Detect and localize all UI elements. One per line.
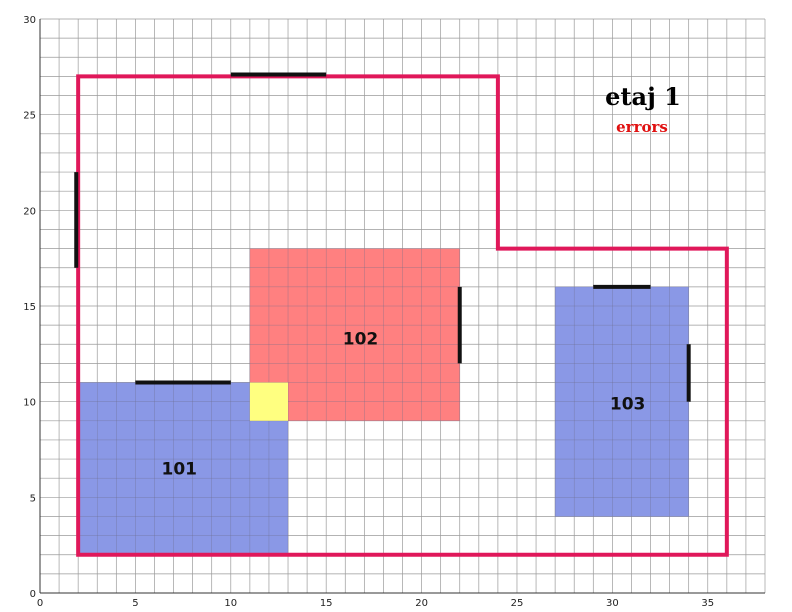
- doors: [74, 72, 691, 402]
- plan-title: etaj 1: [605, 82, 681, 111]
- x-tick-label: 30: [606, 598, 619, 609]
- y-tick-label: 5: [30, 493, 36, 504]
- overlaps: [249, 382, 289, 421]
- x-tick-label: 5: [132, 598, 138, 609]
- overlap-area: [249, 382, 289, 421]
- room-labels: 101 102 103: [162, 330, 646, 480]
- x-tick-label: 10: [224, 598, 237, 609]
- y-tick-label: 20: [23, 206, 36, 217]
- y-tick-label: 30: [23, 15, 36, 26]
- x-tick-label: 15: [320, 598, 333, 609]
- x-tick-label: 20: [415, 598, 428, 609]
- room-label-101: 101: [162, 460, 198, 480]
- room-label-102: 102: [343, 330, 379, 350]
- room-label-103: 103: [610, 395, 646, 415]
- errors-label: errors: [616, 118, 668, 136]
- x-tick-label: 25: [511, 598, 524, 609]
- x-tick-label: 35: [701, 598, 714, 609]
- y-tick-label: 10: [23, 398, 36, 409]
- exterior-wall: [76, 74, 729, 557]
- y-tick-label: 15: [23, 302, 36, 313]
- axes: 0 5 10 15 20 25 30 35 0 5 10 15 20 25 30: [23, 15, 765, 609]
- y-tick-label: 25: [23, 111, 36, 122]
- x-tick-label: 0: [37, 598, 43, 609]
- y-tick-label: 0: [30, 589, 36, 600]
- walls: [76, 74, 729, 557]
